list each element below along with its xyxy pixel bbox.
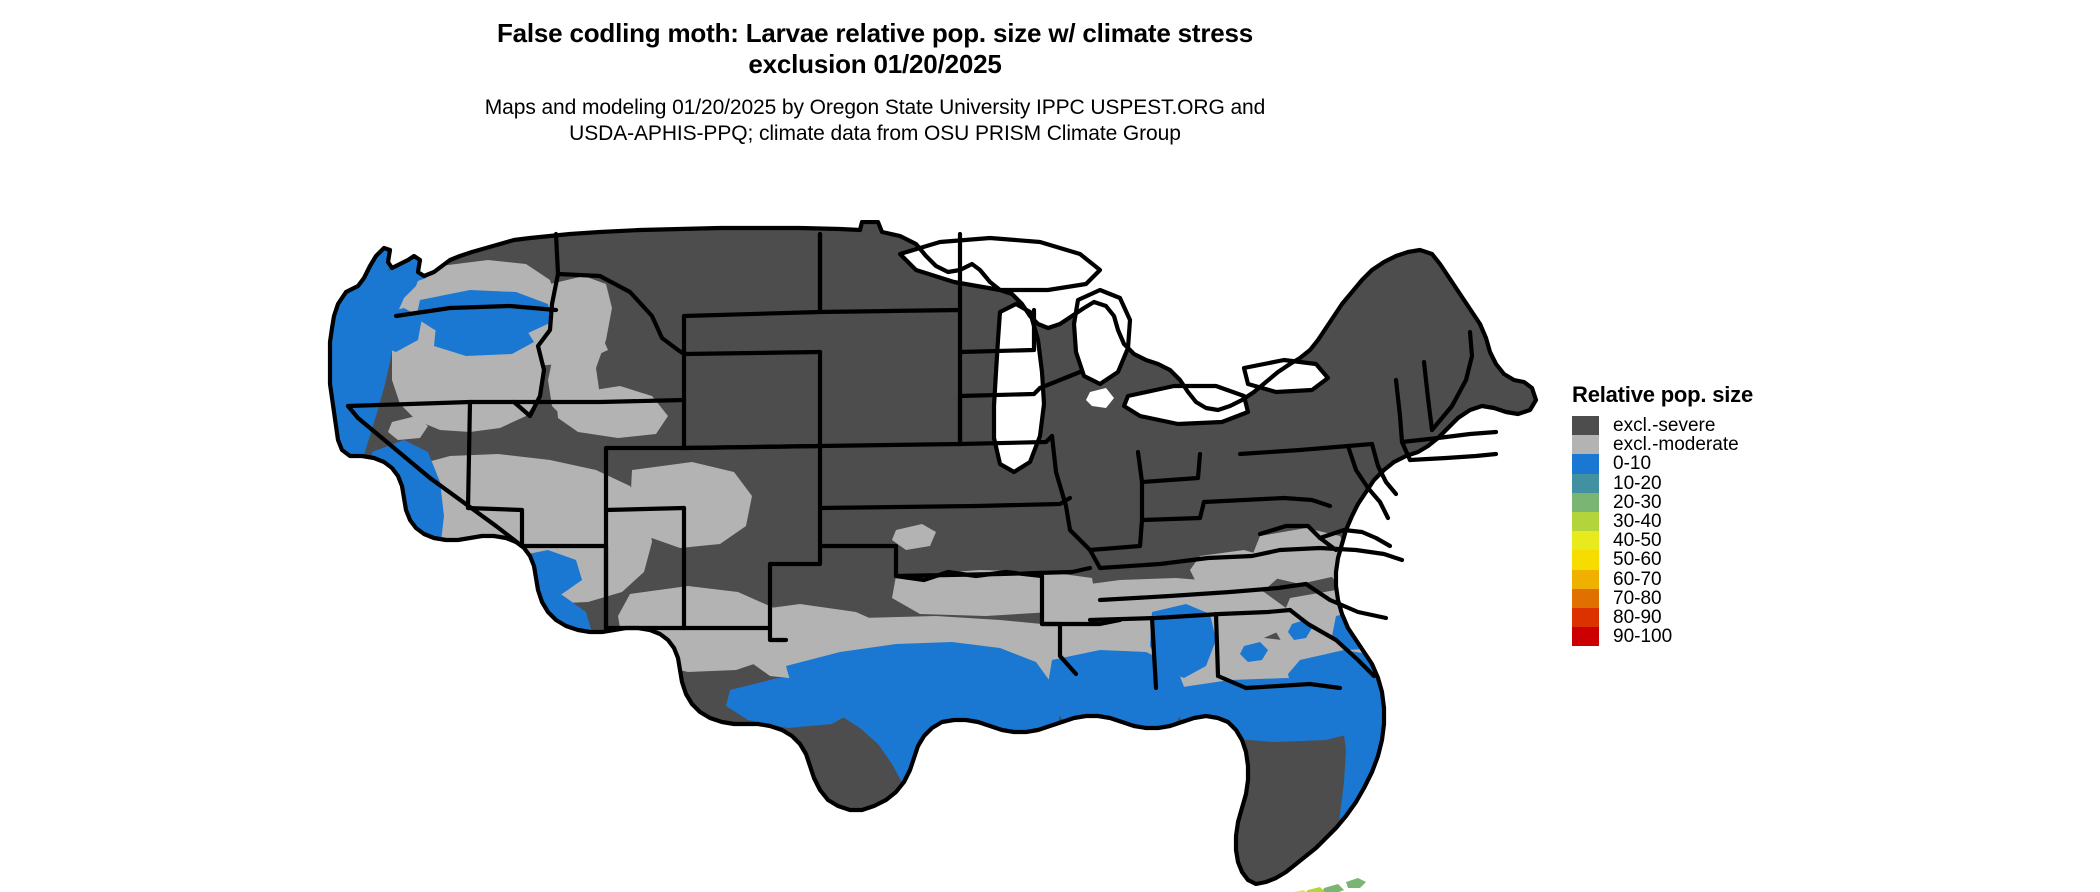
legend-label: 30-40	[1613, 511, 1662, 533]
legend-row: 30-40	[1572, 511, 1992, 533]
legend-label: 40-50	[1613, 530, 1662, 552]
us-choropleth-map	[300, 220, 1560, 892]
legend-color-swatch	[1572, 588, 1599, 608]
legend-row: 60-70	[1572, 568, 1992, 590]
legend-color-swatch	[1572, 531, 1599, 551]
class-area-20-30-b	[1322, 884, 1344, 892]
legend-row: 0-10	[1572, 453, 1992, 475]
legend-label: 70-80	[1613, 587, 1662, 609]
legend-label: 90-100	[1613, 626, 1673, 648]
legend-row: excl.-severe	[1572, 415, 1992, 437]
class-area-20-30	[1346, 878, 1366, 888]
legend-color-swatch	[1572, 569, 1599, 589]
great-lakes	[900, 238, 1328, 472]
class-area-30-40	[1306, 887, 1325, 892]
legend-color-swatch	[1572, 627, 1599, 647]
legend-label: 60-70	[1613, 568, 1662, 590]
legend-color-swatch	[1572, 550, 1599, 570]
legend-label: excl.-severe	[1613, 415, 1716, 437]
legend-row: 70-80	[1572, 587, 1992, 609]
map-legend: Relative pop. size excl.-severe excl.-mod…	[1572, 382, 1992, 648]
legend-row: 80-90	[1572, 606, 1992, 628]
legend-row: 90-100	[1572, 626, 1992, 648]
legend-label: excl.-moderate	[1613, 434, 1739, 456]
legend-label: 80-90	[1613, 606, 1662, 628]
legend-label: 10-20	[1613, 472, 1662, 494]
legend-items: excl.-severe excl.-moderate 0-10 10-20 20-30…	[1572, 415, 1992, 648]
legend-color-swatch	[1572, 473, 1599, 493]
legend-title: Relative pop. size	[1572, 382, 1754, 407]
legend-color-swatch	[1572, 435, 1599, 455]
legend-color-swatch	[1572, 492, 1599, 512]
state-boundaries	[327, 220, 1539, 887]
class-area-keys	[1294, 878, 1366, 892]
legend-color-swatch	[1572, 454, 1599, 474]
legend-label: 0-10	[1613, 453, 1652, 475]
legend-label: 20-30	[1613, 491, 1662, 513]
legend-row: 50-60	[1572, 549, 1992, 571]
legend-color-swatch	[1572, 511, 1599, 532]
legend-row: 40-50	[1572, 530, 1992, 552]
legend-row: 20-30	[1572, 491, 1992, 513]
legend-label: 50-60	[1613, 549, 1662, 571]
page-subtitle: Maps and modeling 01/20/2025 by Oregon S…	[484, 96, 1266, 145]
page-title: False codling moth: Larvae relative pop.…	[496, 18, 1254, 79]
legend-color-swatch	[1572, 416, 1599, 436]
title-block: False codling moth: Larvae relative pop.…	[300, 18, 1450, 146]
legend-color-swatch	[1572, 607, 1599, 628]
legend-row: excl.-moderate	[1572, 434, 1992, 456]
legend-row: 10-20	[1572, 472, 1992, 494]
map-svg	[300, 220, 1560, 892]
